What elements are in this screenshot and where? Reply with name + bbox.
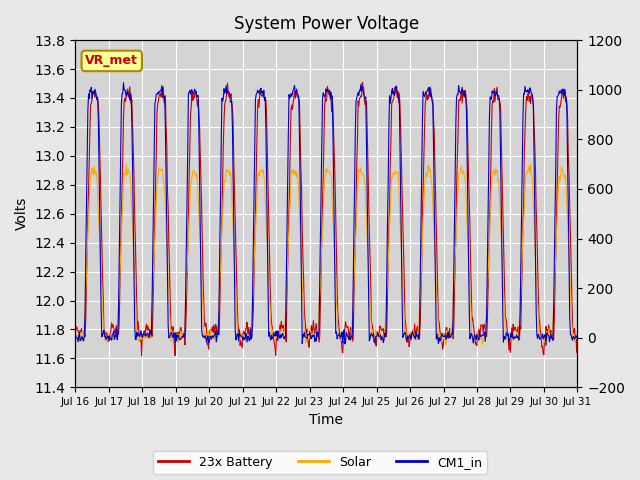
Text: VR_met: VR_met	[85, 54, 138, 67]
X-axis label: Time: Time	[309, 413, 343, 427]
Title: System Power Voltage: System Power Voltage	[234, 15, 419, 33]
Y-axis label: Volts: Volts	[15, 197, 29, 230]
Legend: 23x Battery, Solar, CM1_in: 23x Battery, Solar, CM1_in	[153, 451, 487, 474]
